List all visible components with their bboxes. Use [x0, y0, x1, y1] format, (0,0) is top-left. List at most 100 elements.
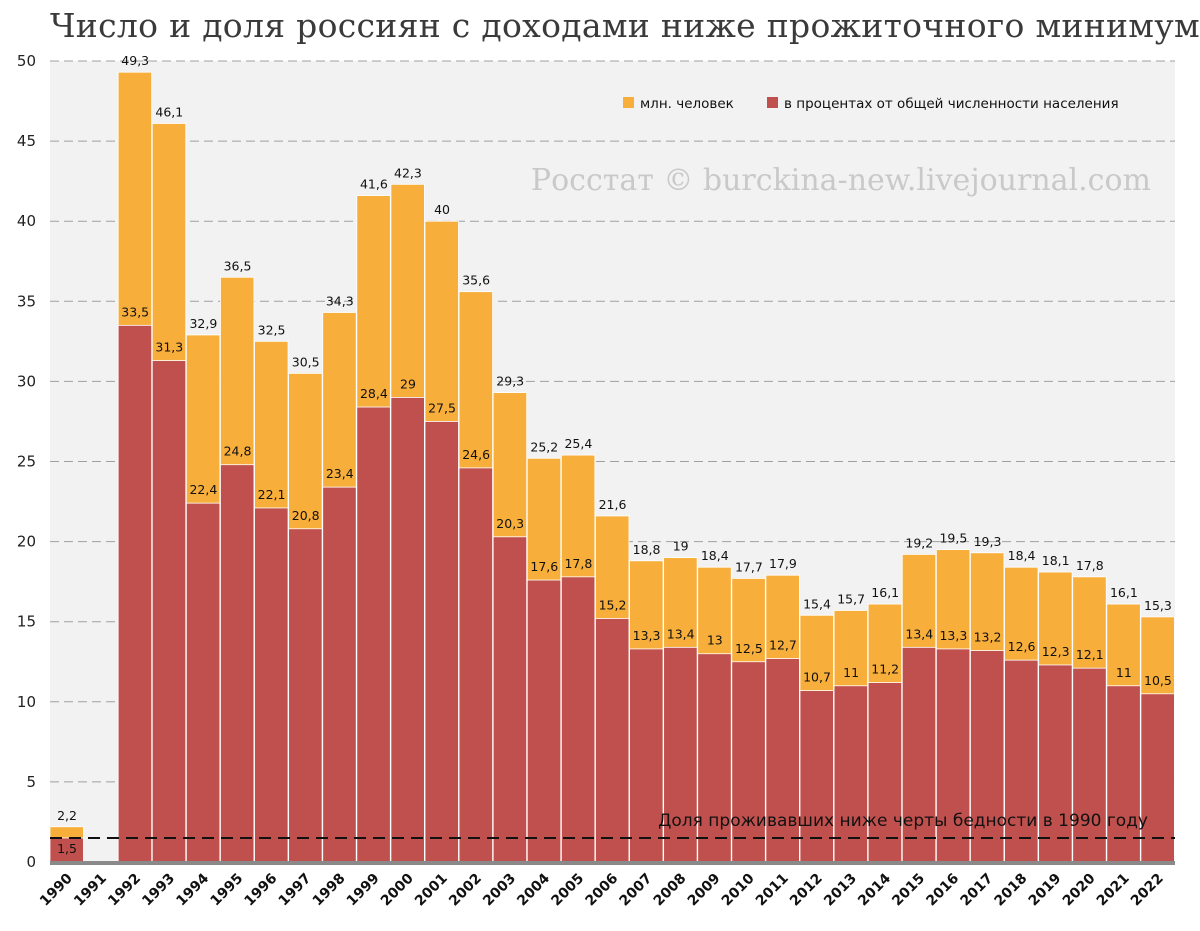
- bar-percent: [935, 648, 971, 863]
- y-tick-label: 35: [17, 292, 36, 310]
- bar-percent: [799, 690, 834, 863]
- data-label-million: 18,4: [701, 548, 729, 563]
- data-label-million: 25,4: [564, 436, 592, 451]
- bar-percent: [458, 467, 493, 863]
- data-label-million: 17,7: [735, 559, 763, 574]
- data-label-percent: 13,3: [633, 628, 661, 643]
- bar-percent: [322, 486, 357, 863]
- data-label-percent: 20,8: [292, 508, 320, 523]
- data-label-percent: 17,8: [564, 556, 592, 571]
- data-label-million: 2,2: [57, 808, 77, 823]
- x-tick-label: 1991: [71, 871, 110, 910]
- x-tick-label: 2009: [685, 871, 724, 910]
- data-label-million: 16,1: [871, 585, 899, 600]
- x-tick-label: 2016: [923, 871, 962, 910]
- data-label-million: 15,7: [837, 591, 865, 606]
- data-label-million: 15,4: [803, 596, 831, 611]
- x-tick-label: 2010: [719, 870, 758, 909]
- bar-percent: [117, 324, 153, 863]
- bar-percent: [1004, 659, 1039, 863]
- x-tick-label: 2012: [787, 871, 826, 910]
- x-tick-label: 2002: [446, 871, 485, 910]
- bar-percent: [731, 661, 766, 863]
- data-label-million: 18,1: [1042, 553, 1070, 568]
- legend: млн. человек в процентах от общей числен…: [623, 96, 1119, 112]
- x-tick-label: 1993: [139, 871, 178, 910]
- y-tick-label: 20: [17, 533, 36, 551]
- bar-percent: [356, 406, 391, 863]
- data-label-million: 40: [434, 202, 450, 217]
- data-label-percent: 20,3: [496, 516, 524, 531]
- data-label-percent: 11: [843, 665, 859, 680]
- data-label-million: 19,5: [939, 531, 967, 546]
- y-axis-ticks: 0 5 10 15 20 25 30 35 40 45 50: [17, 52, 36, 871]
- data-label-million: 32,9: [189, 316, 217, 331]
- x-tick-label: 1990: [37, 870, 76, 909]
- bar-percent: [697, 653, 732, 863]
- x-tick-label: 2003: [480, 871, 519, 910]
- x-tick-label: 2001: [412, 871, 451, 910]
- data-label-million: 16,1: [1110, 585, 1138, 600]
- bar-percent: [424, 421, 459, 863]
- bar-percent: [867, 682, 903, 863]
- data-label-percent: 28,4: [360, 386, 388, 401]
- bar-percent: [254, 507, 289, 863]
- x-tick-label: 2017: [957, 871, 996, 910]
- bar-percent: [629, 648, 664, 863]
- bar-percent: [970, 650, 1005, 863]
- data-label-percent: 13,3: [939, 628, 967, 643]
- x-tick-label: 2004: [514, 870, 553, 909]
- data-label-percent: 12,5: [735, 641, 763, 656]
- x-tick-label: 1998: [310, 871, 349, 910]
- data-labels: 2,2 1,5 49,3 33,5 46,1 31,3 32,9 22,4 36,5 24,8 32…: [57, 53, 1172, 856]
- bar-percent: [1038, 664, 1073, 863]
- data-label-percent: 13,4: [905, 626, 933, 641]
- data-label-million: 25,2: [530, 439, 558, 454]
- x-tick-label: 2015: [889, 871, 928, 910]
- data-label-percent: 22,1: [258, 487, 286, 502]
- bar-percent: [901, 646, 937, 863]
- x-tick-label: 2006: [582, 871, 621, 910]
- data-label-million: 17,8: [1076, 558, 1104, 573]
- data-label-percent: 33,5: [121, 304, 149, 319]
- x-tick-label: 2020: [1060, 870, 1099, 909]
- bar-percent: [595, 618, 630, 863]
- bar-percent: [220, 464, 255, 863]
- x-tick-label: 1999: [344, 871, 383, 910]
- data-label-percent: 13,2: [974, 630, 1002, 645]
- data-label-million: 21,6: [599, 497, 627, 512]
- bar-percent: [185, 502, 221, 863]
- data-label-million: 32,5: [258, 322, 286, 337]
- x-tick-label: 2013: [821, 871, 860, 910]
- data-label-percent: 15,2: [599, 597, 627, 612]
- x-tick-label: 2000: [378, 870, 417, 909]
- bar-percent: [1140, 693, 1175, 863]
- data-label-million: 19,3: [974, 534, 1002, 549]
- data-label-percent: 11: [1116, 665, 1132, 680]
- x-tick-label: 2022: [1128, 871, 1167, 910]
- y-tick-label: 45: [17, 132, 36, 150]
- data-label-million: 18,8: [633, 542, 661, 557]
- bar-percent: [151, 360, 187, 863]
- data-label-percent: 10,5: [1144, 673, 1172, 688]
- chart-title: Число и доля россиян с доходами ниже про…: [50, 6, 1200, 45]
- data-label-percent: 11,2: [871, 662, 899, 677]
- x-tick-label: 2019: [1026, 871, 1065, 910]
- bar-percent: [526, 579, 562, 863]
- data-label-million: 15,3: [1144, 598, 1172, 613]
- y-tick-label: 30: [17, 372, 36, 390]
- legend-swatch-million: [623, 97, 634, 108]
- y-tick-label: 25: [17, 453, 36, 471]
- watermark: Росстат © burckina-new.livejournal.com: [531, 163, 1151, 198]
- data-label-million: 49,3: [121, 53, 149, 68]
- x-axis-ticks: 1990199119921993199419951996199719981999…: [37, 870, 1167, 909]
- x-tick-label: 1992: [105, 871, 144, 910]
- x-tick-label: 1996: [242, 871, 281, 910]
- data-label-million: 42,3: [394, 165, 422, 180]
- data-label-million: 19,2: [905, 535, 933, 550]
- x-tick-label: 2018: [992, 871, 1031, 910]
- data-label-million: 17,9: [769, 556, 797, 571]
- data-label-percent: 24,8: [224, 444, 252, 459]
- data-label-percent: 13,4: [667, 626, 695, 641]
- data-label-percent: 13: [707, 633, 723, 648]
